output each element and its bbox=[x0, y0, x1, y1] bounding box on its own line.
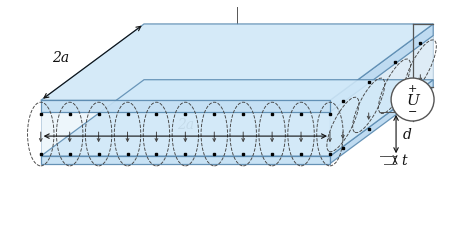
Text: 2a: 2a bbox=[177, 118, 194, 132]
Text: 2a: 2a bbox=[53, 51, 70, 65]
Text: t: t bbox=[401, 153, 407, 167]
Polygon shape bbox=[330, 25, 433, 112]
Ellipse shape bbox=[391, 79, 434, 122]
Text: −: − bbox=[408, 107, 417, 117]
Text: +: + bbox=[408, 84, 417, 94]
Polygon shape bbox=[330, 36, 433, 156]
Polygon shape bbox=[330, 80, 433, 164]
Polygon shape bbox=[41, 80, 433, 156]
Text: U: U bbox=[406, 93, 419, 107]
Polygon shape bbox=[41, 156, 330, 164]
Polygon shape bbox=[41, 25, 433, 101]
Text: d: d bbox=[402, 128, 411, 142]
Polygon shape bbox=[41, 112, 330, 156]
Polygon shape bbox=[41, 101, 330, 112]
